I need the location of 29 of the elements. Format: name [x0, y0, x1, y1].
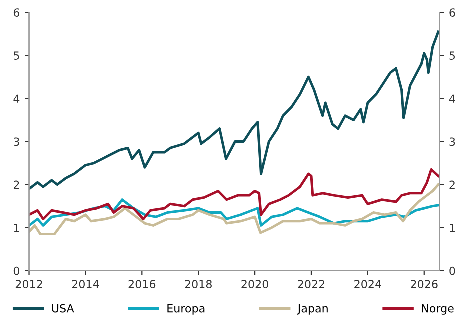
y2-tick-label: 4 [449, 94, 456, 103]
x-tick-label: 2024 [354, 280, 382, 289]
line-series [29, 168, 440, 220]
y-tick-label: 4 [14, 94, 20, 103]
y2-tick-label: 5 [450, 52, 456, 60]
legend-label: Europa [168, 304, 205, 315]
line-series [29, 184, 440, 236]
legend-label: Norge [422, 304, 454, 315]
y-tick-label: 2 [14, 180, 20, 190]
x-tick-label: 2012 [16, 280, 42, 289]
y2-tick-label: 2 [450, 180, 455, 190]
x-tick-label: 2014 [72, 280, 100, 289]
line-series [29, 30, 440, 190]
y-tick-label: 0 [14, 266, 20, 276]
y-tick-label: 1 [14, 224, 20, 232]
y2-tick-label: 0 [450, 266, 456, 276]
x-tick-label: 2020 [242, 280, 268, 289]
y2-tick-label: 3 [450, 138, 456, 146]
x-tick-label: 2022 [298, 280, 325, 289]
y2-tick-label: 6 [450, 8, 456, 17]
legend-label: Japan [297, 304, 328, 315]
x-tick-label: 2016 [128, 280, 156, 289]
y-tick-label: 6 [14, 8, 20, 17]
legend-label: USA [52, 304, 74, 313]
y2-tick-label: 1 [450, 224, 455, 232]
x-tick-label: 2026 [411, 280, 438, 289]
y-tick-label: 3 [14, 138, 20, 146]
y-tick-label: 5 [14, 52, 20, 60]
x-tick-label: 2018 [185, 280, 212, 289]
